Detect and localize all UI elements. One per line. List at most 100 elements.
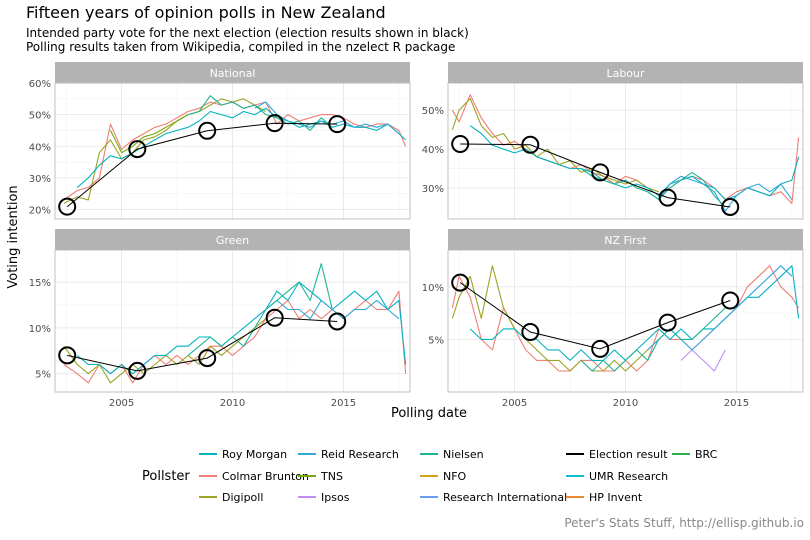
panel-strip bbox=[448, 62, 803, 83]
series-line-roy-morgan bbox=[76, 107, 406, 188]
legend-item-tns: TNS bbox=[298, 468, 343, 484]
panel-border bbox=[447, 82, 804, 220]
panel-border bbox=[54, 249, 411, 393]
legend-label: Roy Morgan bbox=[222, 447, 288, 461]
election-result-point bbox=[721, 197, 740, 216]
legend-key-ipsos bbox=[298, 496, 316, 498]
panel-green: Green 5% 10% 15% 2005 2010 2015 bbox=[29, 229, 411, 409]
legend-label: NFO bbox=[443, 469, 467, 483]
legend-label: Election result bbox=[589, 447, 668, 461]
election-result-point bbox=[328, 312, 347, 331]
panel-strip-label: Green bbox=[216, 234, 249, 247]
x-tick-label: 2015 bbox=[331, 398, 356, 409]
legend-key-digipoll bbox=[199, 496, 217, 498]
chart-subtitle-line-2: Polling results taken from Wikipedia, co… bbox=[26, 40, 456, 54]
panel-border bbox=[447, 249, 804, 393]
series-line-ipsos bbox=[680, 349, 726, 372]
series-line-reid-research bbox=[254, 299, 400, 320]
panel-strip bbox=[55, 229, 410, 250]
legend-key-nfo bbox=[420, 475, 438, 477]
election-result-point bbox=[198, 349, 217, 368]
legend-item-ipsos: Ipsos bbox=[298, 489, 349, 505]
y-tick-label: 40% bbox=[29, 142, 51, 153]
y-tick-label: 15% bbox=[29, 278, 51, 289]
election-result-point bbox=[521, 135, 540, 154]
series-line-nielsen bbox=[580, 168, 726, 208]
election-result-point bbox=[451, 273, 470, 292]
legend-key-umr-research bbox=[566, 475, 584, 477]
series-line-nielsen bbox=[580, 307, 726, 372]
y-tick-label: 30% bbox=[29, 174, 51, 185]
y-tick-label: 50% bbox=[29, 111, 51, 122]
legend-item-roy-morgan: Roy Morgan bbox=[199, 446, 287, 462]
legend-label: Colmar Brunton bbox=[222, 469, 309, 483]
panel-strip-label: National bbox=[210, 67, 256, 80]
x-tick-label: 2010 bbox=[613, 398, 638, 409]
legend-label: Digipoll bbox=[222, 490, 264, 504]
election-result-point bbox=[265, 308, 284, 327]
series-line-roy-morgan bbox=[76, 281, 407, 375]
election-result-point bbox=[58, 197, 77, 216]
y-tick-label: 5% bbox=[35, 370, 51, 381]
panel-strip bbox=[55, 62, 410, 83]
series-line-colmar-brunton bbox=[451, 94, 800, 205]
facet-chart: National 20% 30% 40% 50% 60% Labour 30% 40% 50% Gr… bbox=[6, 62, 804, 421]
legend-key-roy-morgan bbox=[199, 453, 217, 455]
legend-key-reid-research bbox=[298, 453, 316, 455]
legend-key-brc bbox=[672, 453, 690, 455]
panel-strip-label: Labour bbox=[606, 67, 645, 80]
legend-item-umr-research: UMR Research bbox=[566, 468, 668, 484]
election-result-point bbox=[58, 346, 77, 365]
series-line-reid-research bbox=[647, 265, 793, 351]
y-tick-label: 60% bbox=[29, 79, 51, 90]
series-line-digipoll bbox=[451, 265, 660, 372]
legend-key-research-international bbox=[420, 496, 438, 498]
election-result-point bbox=[591, 339, 610, 358]
series-line-digipoll bbox=[451, 97, 659, 193]
panel-border bbox=[54, 82, 411, 220]
election-result-point bbox=[451, 135, 470, 154]
y-tick-label: 10% bbox=[29, 324, 51, 335]
x-tick-label: 2010 bbox=[220, 398, 245, 409]
series-line-roy-morgan bbox=[469, 125, 800, 201]
series-line-nielsen bbox=[187, 263, 333, 356]
legend-key-tns bbox=[298, 475, 316, 477]
election-result-point bbox=[328, 115, 347, 134]
legend-key-hp-invent bbox=[566, 496, 584, 498]
x-tick-label: 2005 bbox=[502, 398, 527, 409]
legend-label: Ipsos bbox=[321, 490, 350, 504]
legend-item-brc: BRC bbox=[672, 446, 717, 462]
legend-item-digipoll: Digipoll bbox=[199, 489, 263, 505]
legend-item-colmar-brunton: Colmar Brunton bbox=[199, 468, 309, 484]
caption: Peter's Stats Stuff, http://ellisp.githu… bbox=[564, 516, 804, 530]
y-tick-label: 10% bbox=[422, 283, 444, 294]
legend-item-election-result: Election result bbox=[566, 446, 668, 462]
election-result-point bbox=[721, 291, 740, 310]
legend-item-nfo: NFO bbox=[420, 468, 466, 484]
election-result-point bbox=[128, 140, 147, 159]
legend-label: BRC bbox=[695, 447, 718, 461]
election-result-point bbox=[198, 121, 217, 140]
series-line-nielsen bbox=[187, 95, 333, 131]
y-tick-label: 30% bbox=[422, 184, 444, 195]
election-result-point bbox=[265, 114, 284, 133]
legend-label: Nielsen bbox=[443, 447, 484, 461]
x-axis-title: Polling date bbox=[391, 406, 467, 421]
x-tick-label: 2015 bbox=[724, 398, 749, 409]
legend-label: HP Invent bbox=[589, 490, 643, 504]
election-result-point bbox=[128, 361, 147, 380]
chart-subtitle-line-1: Intended party vote for the next electio… bbox=[26, 26, 469, 40]
legend-label: Reid Research bbox=[321, 447, 399, 461]
election-result-point bbox=[591, 163, 610, 182]
series-line-tns bbox=[110, 114, 189, 154]
legend-key-election-result bbox=[566, 453, 584, 455]
election-result-line bbox=[460, 143, 731, 208]
y-tick-label: 5% bbox=[428, 335, 444, 346]
election-result-point bbox=[658, 313, 677, 332]
panel-nz-first: NZ First 5% 10% 2005 2010 2015 bbox=[422, 229, 804, 409]
legend-item-hp-invent: HP Invent bbox=[566, 489, 642, 505]
legend-label: Research International bbox=[443, 490, 568, 504]
legend-item-nielsen: Nielsen bbox=[420, 446, 484, 462]
election-result-line bbox=[459, 282, 731, 350]
chart-title: Fifteen years of opinion polls in New Ze… bbox=[26, 3, 386, 22]
